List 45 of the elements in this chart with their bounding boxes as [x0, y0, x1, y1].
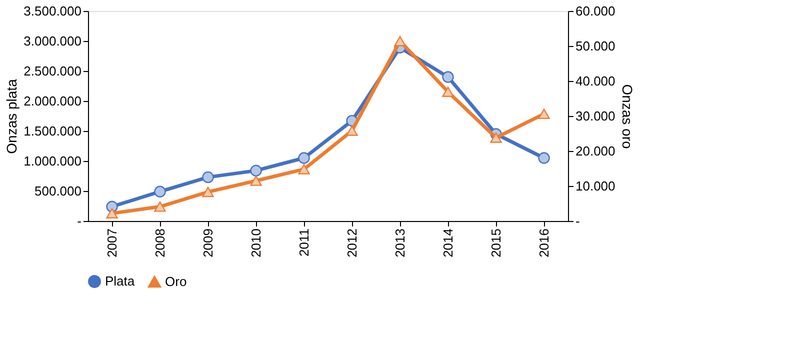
point — [298, 152, 310, 164]
x-tick-label: 2011 — [296, 228, 312, 256]
x-tick-label: 2010 — [248, 228, 264, 258]
y-tick-label: 1.500.000 — [24, 124, 82, 138]
point — [538, 152, 550, 164]
y2-tick-label: 30.000 — [576, 108, 616, 124]
point — [106, 208, 118, 218]
point — [442, 71, 454, 83]
point — [154, 186, 166, 198]
y-axis-title: Onzas plata — [4, 78, 20, 154]
point — [346, 126, 358, 136]
point — [394, 36, 406, 46]
point — [250, 164, 262, 176]
point — [202, 186, 214, 198]
point — [154, 202, 166, 212]
y-tick-label: 500.000 — [34, 184, 82, 198]
y2-tick-label: 60.000 — [576, 4, 616, 18]
point — [298, 164, 310, 174]
y2-tick-label: 50.000 — [576, 38, 616, 54]
point — [490, 132, 502, 143]
legend-label: Oro — [165, 274, 187, 289]
legend-label: Plata — [105, 274, 136, 289]
y2-axis-title: Onzas oro — [619, 84, 636, 150]
point — [202, 171, 214, 184]
x-tick-label: 2009 — [200, 228, 216, 258]
x-tick-label: 2013 — [392, 228, 408, 258]
x-tick-label: 2007 — [104, 228, 120, 258]
x-tick-label: 2016 — [536, 228, 552, 258]
y2-tick-label: 10.000 — [576, 178, 616, 194]
point — [442, 86, 454, 97]
y2-tick-label: 20.000 — [576, 144, 616, 158]
x-tick-label: 2015 — [488, 228, 504, 258]
y2-tick-label: 40.000 — [576, 74, 616, 88]
y-tick-label: 3.500.000 — [24, 4, 82, 18]
x-tick-label: 2008 — [152, 228, 168, 258]
y-tick-label: 2.000.000 — [24, 94, 82, 108]
y-tick-label: - — [77, 214, 82, 228]
y2-tick-label: - — [576, 214, 580, 228]
x-tick-label: 2012 — [344, 228, 360, 258]
x-tick-label: 2014 — [440, 228, 456, 258]
y-tick-label: 2.500.000 — [24, 64, 82, 78]
point — [538, 108, 550, 120]
point — [250, 176, 262, 186]
y-tick-label: 3.000.000 — [24, 34, 82, 48]
y-tick-label: 1.000.000 — [24, 154, 82, 168]
